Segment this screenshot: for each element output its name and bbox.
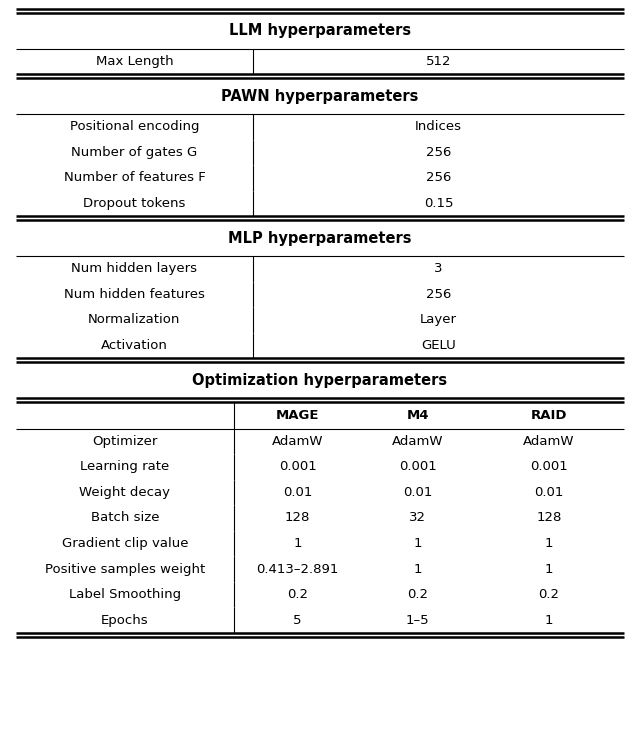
Text: 32: 32: [409, 511, 426, 524]
Text: Activation: Activation: [101, 339, 168, 352]
Text: MAGE: MAGE: [276, 409, 319, 422]
Text: 256: 256: [426, 171, 451, 185]
Text: Normalization: Normalization: [88, 313, 180, 327]
Text: Positive samples weight: Positive samples weight: [45, 562, 205, 575]
Text: PAWN hyperparameters: PAWN hyperparameters: [221, 89, 419, 104]
Text: 0.01: 0.01: [283, 486, 312, 499]
Text: 0.01: 0.01: [403, 486, 432, 499]
Text: 1: 1: [413, 537, 422, 550]
Text: 0.2: 0.2: [287, 588, 308, 601]
Text: 1: 1: [545, 614, 553, 626]
Text: M4: M4: [406, 409, 429, 422]
Text: 0.001: 0.001: [399, 460, 436, 473]
Text: 256: 256: [426, 146, 451, 159]
Text: Epochs: Epochs: [101, 614, 148, 626]
Text: MLP hyperparameters: MLP hyperparameters: [228, 231, 412, 246]
Text: 128: 128: [285, 511, 310, 524]
Text: 3: 3: [434, 262, 443, 276]
Text: Num hidden layers: Num hidden layers: [72, 262, 197, 276]
Text: 128: 128: [536, 511, 561, 524]
Text: Batch size: Batch size: [90, 511, 159, 524]
Text: 0.2: 0.2: [538, 588, 559, 601]
Text: 0.01: 0.01: [534, 486, 563, 499]
Text: Indices: Indices: [415, 120, 462, 134]
Text: Optimization hyperparameters: Optimization hyperparameters: [193, 372, 447, 388]
Text: 1: 1: [293, 537, 302, 550]
Text: 1–5: 1–5: [406, 614, 429, 626]
Text: Learning rate: Learning rate: [80, 460, 170, 473]
Text: AdamW: AdamW: [523, 435, 575, 448]
Text: LLM hyperparameters: LLM hyperparameters: [229, 23, 411, 38]
Text: 5: 5: [293, 614, 302, 626]
Text: Max Length: Max Length: [95, 55, 173, 68]
Text: AdamW: AdamW: [272, 435, 323, 448]
Text: Number of features F: Number of features F: [63, 171, 205, 185]
Text: Num hidden features: Num hidden features: [64, 288, 205, 301]
Text: Number of gates G: Number of gates G: [71, 146, 198, 159]
Text: Gradient clip value: Gradient clip value: [61, 537, 188, 550]
Text: RAID: RAID: [531, 409, 567, 422]
Text: 1: 1: [413, 562, 422, 575]
Text: 0.001: 0.001: [279, 460, 316, 473]
Text: 0.413–2.891: 0.413–2.891: [257, 562, 339, 575]
Text: 256: 256: [426, 288, 451, 301]
Text: 512: 512: [426, 55, 451, 68]
Text: AdamW: AdamW: [392, 435, 444, 448]
Text: Dropout tokens: Dropout tokens: [83, 197, 186, 210]
Text: Positional encoding: Positional encoding: [70, 120, 199, 134]
Text: 1: 1: [545, 537, 553, 550]
Text: GELU: GELU: [421, 339, 456, 352]
Text: 1: 1: [545, 562, 553, 575]
Text: 0.001: 0.001: [530, 460, 568, 473]
Text: Layer: Layer: [420, 313, 457, 327]
Text: Optimizer: Optimizer: [92, 435, 157, 448]
Text: 0.15: 0.15: [424, 197, 453, 210]
Text: 0.2: 0.2: [407, 588, 428, 601]
Text: Label Smoothing: Label Smoothing: [68, 588, 181, 601]
Text: Weight decay: Weight decay: [79, 486, 170, 499]
